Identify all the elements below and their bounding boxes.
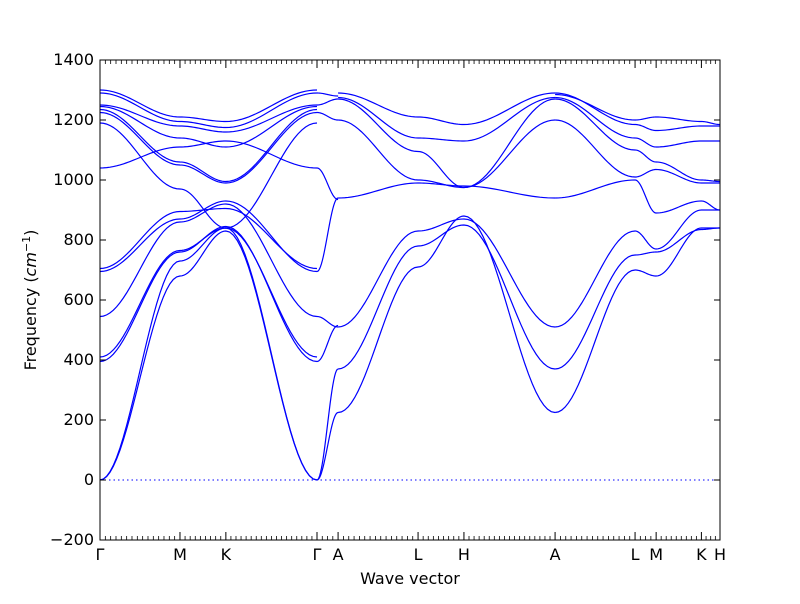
y-tick-label: 1000	[53, 170, 94, 189]
band-line	[316, 368, 339, 481]
y-axis-title-unit: cm	[21, 252, 40, 276]
band-line	[316, 167, 339, 201]
band-line	[338, 92, 556, 126]
band-line	[337, 215, 556, 414]
band-line	[100, 105, 318, 148]
band-line	[555, 96, 720, 148]
band-line	[100, 227, 318, 358]
band-line	[316, 411, 339, 481]
band-line	[555, 209, 720, 328]
x-axis-title: Wave vector	[360, 569, 460, 588]
band-line	[555, 98, 720, 183]
band-line	[100, 92, 318, 129]
y-tick-label: 400	[63, 350, 94, 369]
band-line	[554, 227, 720, 370]
band-line	[554, 227, 720, 414]
band-line	[555, 119, 720, 184]
y-axis-title-close: )	[21, 230, 40, 236]
y-tick-label: 0	[84, 470, 94, 489]
x-tick-label: K	[221, 545, 232, 564]
band-line	[100, 140, 318, 169]
x-tick-label: A	[333, 545, 344, 564]
y-tick-label: 800	[63, 230, 94, 249]
x-tick-label: Γ	[313, 545, 322, 564]
x-minor-ticks	[104, 60, 716, 540]
band-line	[555, 92, 720, 132]
band-line	[316, 197, 339, 273]
band-line	[100, 111, 318, 184]
band-line	[100, 89, 318, 123]
x-tick-label: H	[714, 545, 726, 564]
band-line	[338, 96, 556, 142]
band-line	[100, 227, 318, 481]
y-tick-label: 600	[63, 290, 94, 309]
band-line	[100, 230, 318, 481]
band-line	[100, 203, 318, 318]
x-tick-label: A	[550, 545, 561, 564]
y-axis-title: Frequency (cm−1)	[20, 230, 40, 371]
band-line	[555, 93, 720, 126]
band-line	[100, 108, 318, 183]
band-line	[337, 224, 556, 370]
band-line	[316, 111, 339, 121]
band-line	[316, 98, 339, 106]
x-tick-label: L	[631, 545, 640, 564]
band-line	[100, 225, 318, 363]
band-line	[338, 119, 556, 189]
band-line	[100, 104, 318, 133]
x-tick-label: L	[414, 545, 423, 564]
band-line	[316, 315, 339, 328]
band-line	[338, 182, 556, 199]
y-axis-ticks: −200 0 200 400 600 800 1000 1200 1400	[50, 50, 720, 549]
x-tick-label: Γ	[96, 545, 105, 564]
y-axis-title-exponent: −1	[20, 236, 33, 252]
band-line	[100, 200, 318, 273]
band-line	[316, 324, 339, 363]
y-axis-title-text: Frequency (	[21, 276, 40, 370]
y-tick-label: 1200	[53, 110, 94, 129]
x-tick-label: M	[173, 545, 187, 564]
band-line	[338, 218, 556, 328]
band-line	[338, 98, 556, 189]
band-line	[100, 207, 318, 270]
band-lines	[100, 89, 720, 481]
plot-frame	[99, 59, 721, 541]
x-tick-label: M	[649, 545, 663, 564]
x-tick-label: H	[458, 545, 470, 564]
band-line	[555, 179, 720, 214]
band-line	[100, 122, 318, 229]
band-line	[316, 92, 339, 97]
x-tick-label: K	[696, 545, 707, 564]
y-tick-label: 1400	[53, 50, 94, 69]
y-tick-label: 200	[63, 410, 94, 429]
y-tick-label: −200	[50, 530, 94, 549]
